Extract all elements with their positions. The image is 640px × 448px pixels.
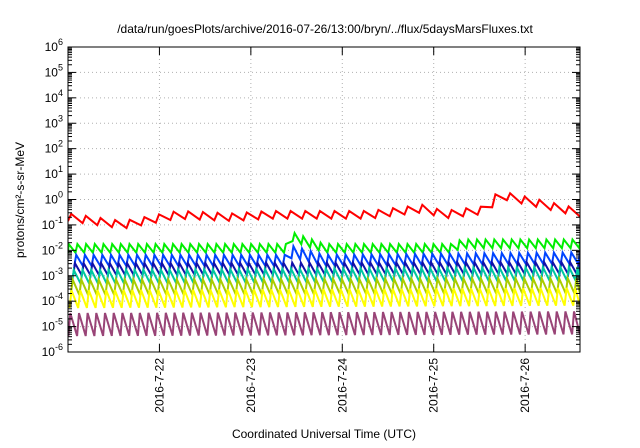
series-line-6 — [68, 287, 580, 309]
y-tick-label: 106 — [45, 37, 63, 54]
series-line-0 — [68, 191, 580, 230]
y-axis-label: protons/cm²-s-sr-MeV — [13, 142, 27, 258]
y-tick-label: 100 — [45, 190, 63, 207]
x-tick-label: 2016-7-24 — [335, 358, 349, 413]
y-tick-label: 104 — [45, 88, 63, 105]
x-axis-label: Coordinated Universal Time (UTC) — [232, 427, 416, 441]
y-tick-label: 10-1 — [42, 215, 63, 232]
x-tick-label: 2016-7-26 — [518, 358, 532, 413]
x-tick-label: 2016-7-25 — [427, 358, 441, 413]
x-axis-ticks: 2016-7-22 2016-7-23 2016-7-24 2016-7-25 2016… — [152, 47, 532, 413]
y-tick-label: 10-3 — [42, 266, 63, 283]
x-tick-label: 2016-7-22 — [152, 358, 166, 413]
grid — [68, 47, 580, 352]
y-tick-label: 10-2 — [42, 240, 63, 257]
y-tick-label: 10-6 — [42, 342, 63, 359]
y-tick-label: 105 — [45, 62, 63, 79]
y-tick-label: 103 — [45, 113, 63, 130]
y-tick-label: 10-5 — [42, 317, 63, 334]
y-tick-label: 10-4 — [42, 291, 63, 308]
chart-title: /data/run/goesPlots/archive/2016-07-26/1… — [117, 22, 533, 36]
series-group — [68, 191, 580, 337]
y-tick-label: 102 — [45, 139, 63, 156]
series-line-1 — [68, 230, 580, 256]
series-line-7 — [68, 311, 580, 337]
y-tick-label: 101 — [45, 164, 63, 181]
x-tick-label: 2016-7-23 — [244, 358, 258, 413]
y-axis-ticks: 10-6 10-5 10-4 10-3 10-2 10-1 100 101 102 103 104 1… — [42, 37, 580, 359]
